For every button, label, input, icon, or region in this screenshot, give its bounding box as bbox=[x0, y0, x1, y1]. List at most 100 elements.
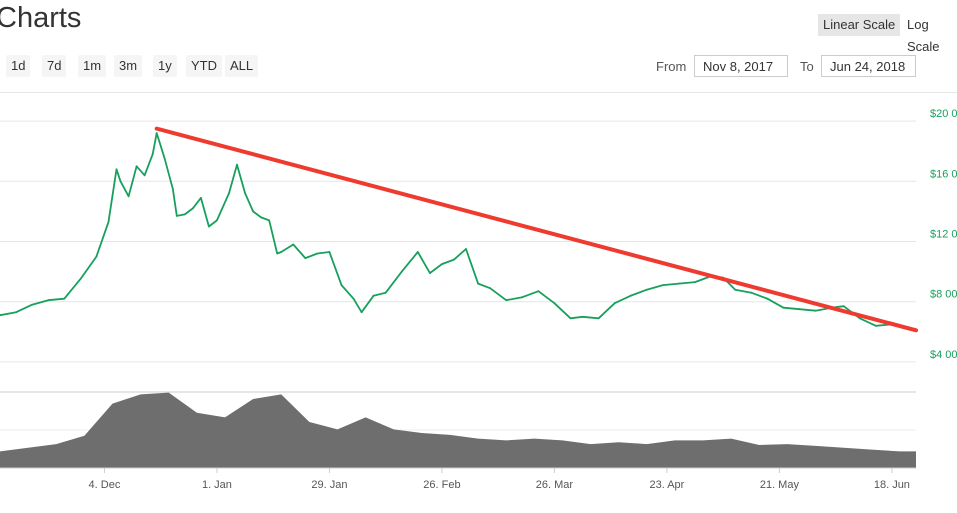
x-tick-label: 21. May bbox=[760, 479, 800, 491]
price-point bbox=[47, 299, 50, 302]
price-point bbox=[175, 215, 178, 217]
price-point bbox=[694, 281, 696, 283]
price-point bbox=[521, 296, 524, 299]
price-point bbox=[304, 257, 307, 259]
price-point bbox=[798, 308, 801, 311]
price-point bbox=[597, 317, 600, 320]
price-point bbox=[842, 305, 845, 308]
price-point bbox=[553, 302, 556, 305]
price-point bbox=[79, 278, 82, 280]
range-1d-button[interactable]: 1d bbox=[6, 55, 31, 77]
range-3m-button[interactable]: 3m bbox=[114, 55, 143, 77]
to-date-input[interactable]: Jun 24, 2018 bbox=[821, 55, 916, 77]
price-point bbox=[208, 225, 210, 228]
price-point bbox=[340, 284, 343, 286]
price-point bbox=[228, 192, 230, 195]
from-label: From bbox=[656, 59, 687, 74]
price-point bbox=[31, 303, 33, 306]
price-point bbox=[441, 263, 443, 265]
y-tick-label: $4 00 bbox=[930, 349, 957, 361]
range-all-button[interactable]: ALL bbox=[225, 55, 259, 77]
price-point bbox=[15, 311, 17, 314]
price-point bbox=[453, 258, 455, 261]
price-point bbox=[236, 163, 238, 166]
to-label: To bbox=[800, 59, 814, 74]
price-point bbox=[678, 282, 680, 285]
page-title: Charts bbox=[0, 2, 82, 34]
price-point bbox=[505, 299, 508, 302]
x-tick-label: 23. Apr bbox=[649, 479, 684, 491]
price-point bbox=[292, 243, 295, 246]
price-point bbox=[95, 255, 98, 258]
volume-area bbox=[0, 392, 916, 468]
price-point bbox=[143, 174, 146, 177]
price-point bbox=[115, 168, 118, 171]
price-point bbox=[400, 270, 403, 273]
price-point bbox=[151, 153, 154, 156]
range-1y-button[interactable]: 1y bbox=[153, 55, 177, 77]
price-point bbox=[107, 221, 110, 223]
price-line bbox=[0, 132, 917, 332]
price-point bbox=[163, 157, 166, 160]
price-point bbox=[127, 195, 130, 198]
y-tick-label: $12 0 bbox=[930, 229, 957, 241]
price-point bbox=[260, 216, 262, 219]
x-tick-label: 26. Mar bbox=[536, 479, 574, 491]
price-point bbox=[135, 165, 138, 168]
price-point bbox=[328, 251, 331, 253]
y-tick-label: $20 0 bbox=[930, 108, 957, 120]
y-tick-label: $8 00 bbox=[930, 289, 957, 301]
price-point bbox=[200, 197, 202, 199]
linear-scale-button[interactable]: Linear Scale bbox=[818, 14, 901, 36]
x-tick-label: 4. Dec bbox=[89, 479, 121, 491]
price-point bbox=[352, 297, 355, 300]
price-point bbox=[465, 248, 467, 250]
price-point bbox=[662, 284, 664, 286]
price-point bbox=[581, 315, 584, 318]
price-point bbox=[316, 252, 319, 255]
x-tick-label: 29. Jan bbox=[311, 479, 347, 491]
price-point bbox=[63, 297, 66, 300]
price-point bbox=[750, 291, 753, 294]
price-point bbox=[372, 294, 375, 297]
price-point bbox=[477, 282, 479, 285]
price-point bbox=[119, 180, 122, 183]
price-point bbox=[569, 317, 572, 320]
price-point bbox=[171, 187, 174, 190]
price-point bbox=[629, 294, 632, 297]
price-point bbox=[155, 132, 158, 135]
price-point bbox=[416, 251, 419, 253]
toolbar-divider bbox=[0, 92, 957, 93]
range-1m-button[interactable]: 1m bbox=[78, 55, 107, 77]
price-point bbox=[858, 317, 861, 320]
price-point bbox=[782, 306, 785, 309]
price-point bbox=[814, 309, 817, 312]
price-point bbox=[384, 291, 387, 294]
price-point bbox=[537, 290, 540, 293]
x-tick-label: 18. Jun bbox=[874, 479, 910, 491]
price-point bbox=[216, 219, 218, 222]
price-point bbox=[244, 192, 247, 195]
x-tick-label: 1. Jan bbox=[202, 479, 232, 491]
price-point bbox=[183, 213, 186, 216]
price-point bbox=[252, 210, 255, 213]
price-point bbox=[734, 288, 737, 291]
log-scale-button[interactable]: Log Scale bbox=[907, 17, 940, 54]
from-date-input[interactable]: Nov 8, 2017 bbox=[694, 55, 788, 77]
price-point bbox=[874, 324, 877, 327]
trendline bbox=[154, 126, 918, 333]
range-ytd-button[interactable]: YTD bbox=[186, 55, 222, 77]
price-point bbox=[280, 251, 283, 253]
price-point bbox=[429, 272, 431, 274]
price-point bbox=[0, 314, 1, 317]
price-point bbox=[489, 287, 491, 290]
price-point bbox=[191, 207, 194, 210]
price-point bbox=[268, 219, 271, 222]
price-point bbox=[645, 288, 648, 291]
y-tick-label: $16 0 bbox=[930, 168, 957, 180]
price-point bbox=[613, 302, 616, 305]
price-point bbox=[360, 311, 363, 314]
range-7d-button[interactable]: 7d bbox=[42, 55, 67, 77]
x-tick-label: 26. Feb bbox=[423, 479, 460, 491]
